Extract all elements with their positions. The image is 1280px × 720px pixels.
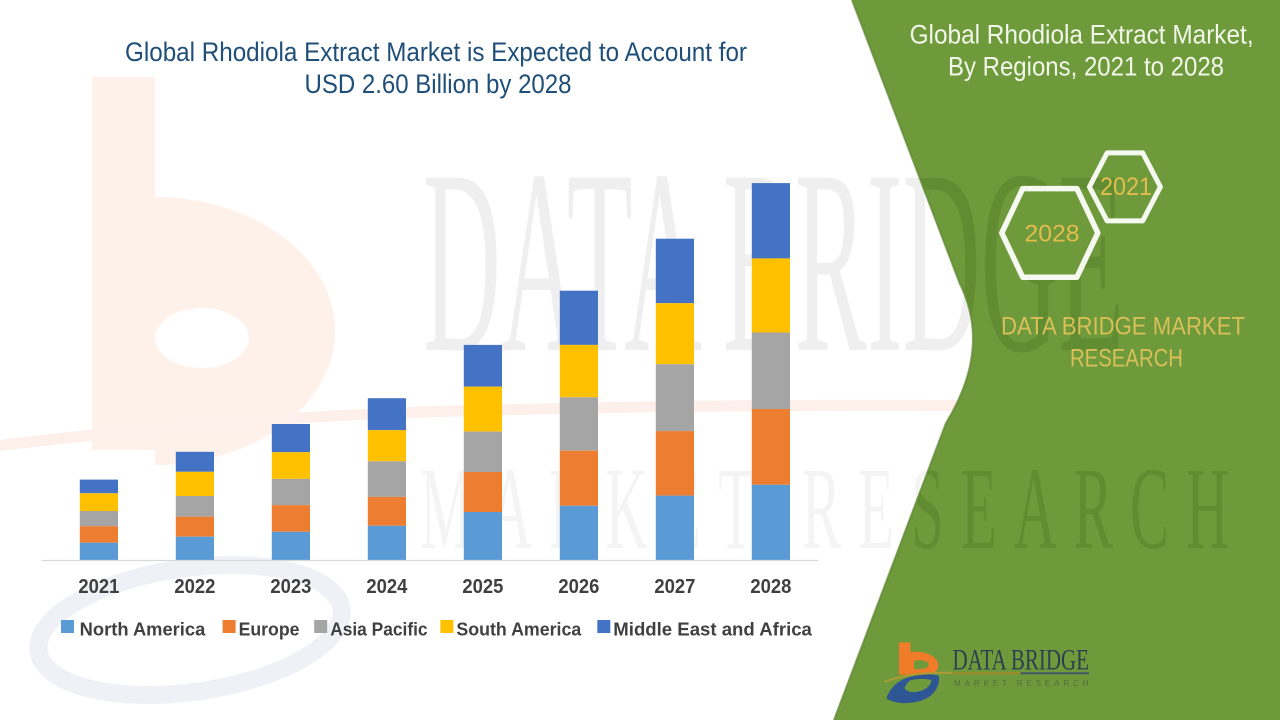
svg-text:RESEARCH: RESEARCH xyxy=(1070,345,1183,373)
svg-text:USD 2.60 Billion by 2028: USD 2.60 Billion by 2028 xyxy=(305,69,572,99)
svg-text:Middle East and Africa: Middle East and Africa xyxy=(613,620,813,640)
svg-text:DATA BRIDGE: DATA BRIDGE xyxy=(953,644,1090,677)
svg-text:North America: North America xyxy=(80,620,207,640)
svg-text:2023: 2023 xyxy=(270,576,311,598)
svg-text:2028: 2028 xyxy=(750,576,791,598)
svg-text:MARKET RESEARCH: MARKET RESEARCH xyxy=(954,679,1092,688)
svg-text:2027: 2027 xyxy=(654,576,695,598)
svg-text:Asia Pacific: Asia Pacific xyxy=(330,620,427,640)
svg-text:DATA BRIDGE MARKET: DATA BRIDGE MARKET xyxy=(1001,313,1245,341)
svg-text:Global Rhodiola Extract Market: Global Rhodiola Extract Market, xyxy=(910,20,1254,50)
svg-text:2025: 2025 xyxy=(462,576,503,598)
svg-text:2021: 2021 xyxy=(78,576,119,598)
svg-text:2022: 2022 xyxy=(174,576,215,598)
svg-text:2024: 2024 xyxy=(366,576,408,598)
svg-text:Europe: Europe xyxy=(239,620,300,640)
svg-text:Global Rhodiola Extract Market: Global Rhodiola Extract Market is Expect… xyxy=(125,37,747,67)
svg-text:By Regions, 2021 to 2028: By Regions, 2021 to 2028 xyxy=(948,52,1224,82)
svg-text:South America: South America xyxy=(456,620,582,640)
svg-text:2028: 2028 xyxy=(1025,221,1080,248)
svg-text:2026: 2026 xyxy=(558,576,599,598)
svg-text:2021: 2021 xyxy=(1100,173,1152,201)
